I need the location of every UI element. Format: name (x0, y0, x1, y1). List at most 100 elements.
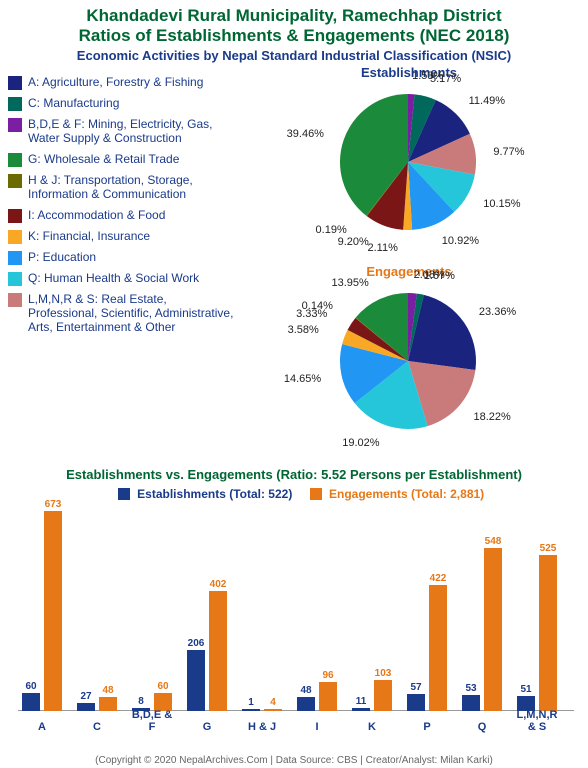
legend-swatch (8, 293, 22, 307)
legend-item: A: Agriculture, Forestry & Fishing (8, 75, 238, 90)
bar-category-label: A (18, 721, 66, 733)
bar-category-label: B,D,E & F (128, 709, 176, 733)
legend-swatch (8, 174, 22, 188)
legend-label: C: Manufacturing (28, 96, 119, 110)
bar-value-label: 48 (99, 685, 117, 697)
bar-value-label: 48 (297, 685, 315, 697)
pie-slice-label: 0.14% (302, 300, 333, 312)
bar-value-label: 57 (407, 682, 425, 694)
pie-slice-label: 9.77% (493, 146, 524, 158)
pie-establishments: 39.46%1.53%5.17%11.49%9.77%10.15%10.92%2… (238, 80, 578, 260)
legend-item: G: Wholesale & Retail Trade (8, 152, 238, 167)
bar: 4 (264, 709, 282, 711)
bar-category-label: L,M,N,R & S (513, 709, 561, 733)
bar-value-label: 96 (319, 670, 337, 682)
pie-title-engagements: Engagements (238, 264, 580, 279)
bar: 525 (539, 555, 557, 711)
bar-value-label: 103 (374, 668, 392, 680)
pie-slice-label: 5.17% (430, 73, 461, 85)
bar: 27 (77, 703, 95, 711)
bar: 402 (209, 591, 227, 710)
bar-category-label: K (348, 721, 396, 733)
bar: 53 (462, 695, 480, 711)
legend-label: L,M,N,R & S: Real Estate, Professional, … (28, 292, 238, 335)
bar-legend-swatch-a (118, 488, 130, 500)
bar-value-label: 1 (242, 697, 260, 709)
bar-value-label: 548 (484, 536, 502, 548)
pie-slice-label: 10.15% (483, 198, 520, 210)
legend-label: I: Accommodation & Food (28, 208, 165, 222)
pie-engagements: 13.95%2.08%1.67%23.36%18.22%19.02%14.65%… (238, 279, 578, 459)
legend-item: B,D,E & F: Mining, Electricity, Gas, Wat… (8, 117, 238, 146)
bar-value-label: 60 (154, 681, 172, 693)
legend-label: P: Education (28, 250, 96, 264)
pie-slice-label: 19.02% (342, 437, 379, 449)
bar: 11 (352, 708, 370, 711)
bar: 548 (484, 548, 502, 711)
pie-slice-label: 3.58% (288, 324, 319, 336)
bar-value-label: 60 (22, 681, 40, 693)
title-line1: Khandadevi Rural Municipality, Ramechhap… (10, 6, 578, 26)
category-legend: A: Agriculture, Forestry & Fishing C: Man… (8, 65, 238, 459)
bar-chart: 6067327488602064021448961110357422535485… (18, 503, 574, 733)
legend-label: K: Financial, Insurance (28, 229, 150, 243)
bar-category-label: P (403, 721, 451, 733)
bar-value-label: 51 (517, 684, 535, 696)
legend-item: Q: Human Health & Social Work (8, 271, 238, 286)
bar-value-label: 525 (539, 543, 557, 555)
bar-value-label: 402 (209, 579, 227, 591)
bar-value-label: 11 (352, 696, 370, 708)
footer-credit: (Copyright © 2020 NepalArchives.Com | Da… (0, 755, 588, 766)
pie-slice-label: 2.11% (368, 242, 398, 254)
bar: 48 (297, 697, 315, 711)
pies-column: Establishments 39.46%1.53%5.17%11.49%9.7… (238, 65, 580, 459)
bar-category-label: Q (458, 721, 506, 733)
bar: 96 (319, 682, 337, 711)
bar: 48 (99, 697, 117, 711)
legend-item: I: Accommodation & Food (8, 208, 238, 223)
bar-category-label: C (73, 721, 121, 733)
legend-item: L,M,N,R & S: Real Estate, Professional, … (8, 292, 238, 335)
bar-value-label: 206 (187, 638, 205, 650)
bar-category-label: H & J (238, 721, 286, 733)
bar-legend-swatch-b (310, 488, 322, 500)
title-line2: Ratios of Establishments & Engagements (… (10, 26, 578, 46)
bar: 1 (242, 709, 260, 711)
pie-title-establishments: Establishments (238, 65, 580, 80)
bar-category-label: I (293, 721, 341, 733)
legend-label: B,D,E & F: Mining, Electricity, Gas, Wat… (28, 117, 238, 146)
upper-section: A: Agriculture, Forestry & Fishing C: Man… (0, 65, 588, 459)
bar-legend-label-a: Establishments (Total: 522) (137, 487, 292, 501)
pie-slice-label: 23.36% (479, 306, 516, 318)
pie-slice-label: 1.67% (424, 270, 455, 282)
legend-swatch (8, 230, 22, 244)
pie-slice-label: 39.46% (287, 128, 324, 140)
bar-value-label: 53 (462, 683, 480, 695)
legend-label: A: Agriculture, Forestry & Fishing (28, 75, 203, 89)
bar-value-label: 422 (429, 573, 447, 585)
legend-label: H & J: Transportation, Storage, Informat… (28, 173, 238, 202)
bar-category-label: G (183, 721, 231, 733)
bar: 206 (187, 650, 205, 711)
bar-value-label: 673 (44, 499, 62, 511)
legend-swatch (8, 153, 22, 167)
bar-value-label: 8 (132, 696, 150, 708)
bar-legend: Establishments (Total: 522) Engagements … (0, 486, 588, 501)
legend-item: C: Manufacturing (8, 96, 238, 111)
legend-swatch (8, 118, 22, 132)
legend-item: H & J: Transportation, Storage, Informat… (8, 173, 238, 202)
legend-swatch (8, 76, 22, 90)
subtitle: Economic Activities by Nepal Standard In… (10, 48, 578, 63)
legend-swatch (8, 251, 22, 265)
bar: 103 (374, 680, 392, 711)
bar-chart-title: Establishments vs. Engagements (Ratio: 5… (0, 467, 588, 482)
bar-value-label: 4 (264, 697, 282, 709)
bar-value-label: 27 (77, 691, 95, 703)
legend-label: Q: Human Health & Social Work (28, 271, 199, 285)
legend-label: G: Wholesale & Retail Trade (28, 152, 179, 166)
legend-swatch (8, 209, 22, 223)
bar: 60 (22, 693, 40, 711)
pie-slice-label: 14.65% (284, 373, 321, 385)
bar: 57 (407, 694, 425, 711)
bar: 422 (429, 585, 447, 710)
